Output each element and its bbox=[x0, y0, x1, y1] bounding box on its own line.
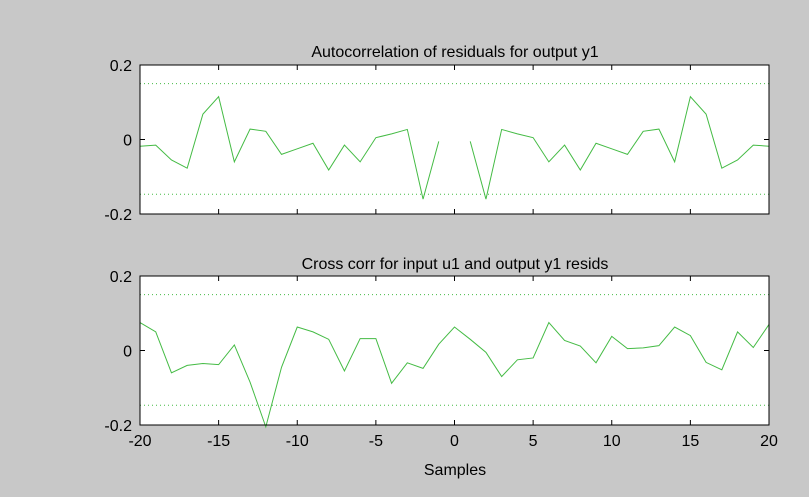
y-tick-label: 0 bbox=[123, 133, 132, 150]
y-tick-label: -0.2 bbox=[104, 207, 132, 224]
cross-correlation-plot: Cross corr for input u1 and output y1 re… bbox=[104, 256, 778, 479]
autocorrelation-title: Autocorrelation of residuals for output … bbox=[311, 44, 598, 61]
y-tick-label: 0.2 bbox=[110, 58, 132, 75]
x-tick-label: -20 bbox=[128, 433, 151, 450]
y-tick-label: 0 bbox=[123, 344, 132, 361]
series-line-segment bbox=[139, 95, 440, 200]
series-line-segment bbox=[469, 95, 770, 200]
x-tick-label: -10 bbox=[286, 433, 309, 450]
y-tick-label: -0.2 bbox=[104, 418, 132, 435]
x-tick-label: 20 bbox=[760, 433, 778, 450]
x-tick-label: -15 bbox=[207, 433, 230, 450]
cross-correlation-title: Cross corr for input u1 and output y1 re… bbox=[302, 256, 609, 273]
x-tick-label: 15 bbox=[681, 433, 699, 450]
series-line-segment bbox=[139, 321, 770, 429]
autocorrelation-plot-area bbox=[140, 65, 769, 214]
x-tick-label: 0 bbox=[450, 433, 459, 450]
x-tick-label: 10 bbox=[603, 433, 621, 450]
x-tick-label: -5 bbox=[369, 433, 383, 450]
x-axis-label: Samples bbox=[424, 462, 486, 479]
y-tick-label: 0.2 bbox=[110, 269, 132, 286]
cross-correlation-plot-area bbox=[140, 276, 769, 425]
x-tick-label: 5 bbox=[529, 433, 538, 450]
autocorrelation-plot: Autocorrelation of residuals for output … bbox=[104, 44, 770, 224]
